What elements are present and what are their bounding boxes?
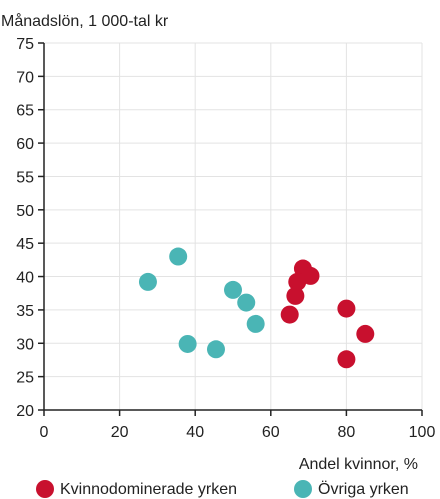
- y-tick-label: 45: [16, 236, 34, 253]
- point-ovriga: [224, 280, 242, 299]
- x-tick-label: 0: [40, 424, 49, 441]
- x-tick-label: 20: [111, 424, 129, 441]
- point-ovriga: [138, 272, 157, 291]
- x-tick-label: 80: [338, 424, 356, 441]
- grid: [44, 42, 423, 410]
- point-ovriga: [246, 314, 265, 333]
- point-ovriga: [206, 340, 225, 359]
- y-tick-label: 25: [16, 370, 34, 387]
- y-tick-label: 75: [16, 36, 34, 53]
- y-tick-label: 30: [16, 336, 34, 353]
- point-kvinnodominerade: [337, 299, 356, 318]
- point-kvinnodominerade: [280, 305, 299, 324]
- point-kvinnodominerade: [337, 350, 356, 369]
- y-tick-label: 60: [16, 136, 34, 153]
- point-ovriga: [169, 247, 188, 266]
- y-tick-label: 70: [16, 69, 34, 86]
- y-axis-title: Månadslön, 1 000-tal kr: [1, 12, 169, 30]
- legend: Kvinnodominerade yrken Övriga yrken: [36, 480, 409, 498]
- y-tick-label: 50: [16, 203, 34, 220]
- y-tick-label: 20: [16, 403, 34, 420]
- data-points: [138, 247, 375, 369]
- legend-marker-kvinnodominerade: [36, 480, 54, 498]
- legend-marker-ovriga: [294, 480, 312, 498]
- x-tick-label: 100: [409, 424, 436, 441]
- legend-label-ovriga: Övriga yrken: [318, 480, 409, 498]
- x-tick-label: 40: [186, 424, 204, 441]
- point-ovriga: [178, 334, 197, 353]
- x-axis-ticks: 0 20 40 60 80 100: [40, 410, 436, 441]
- point-kvinnodominerade: [288, 272, 307, 291]
- y-tick-label: 35: [16, 303, 34, 320]
- x-axis-title: Andel kvinnor, %: [299, 456, 418, 473]
- point-kvinnodominerade: [286, 286, 305, 305]
- axes: [43, 43, 422, 411]
- point-ovriga: [237, 293, 256, 312]
- x-tick-label: 60: [262, 424, 280, 441]
- legend-label-kvinnodominerade: Kvinnodominerade yrken: [60, 481, 237, 498]
- y-tick-label: 55: [16, 169, 34, 186]
- point-kvinnodominerade: [356, 324, 375, 343]
- y-tick-label: 40: [16, 270, 34, 287]
- y-axis-ticks: 20 25 30 35 40 45 50 55 60 65 70 75: [16, 36, 44, 420]
- y-tick-label: 65: [16, 103, 34, 120]
